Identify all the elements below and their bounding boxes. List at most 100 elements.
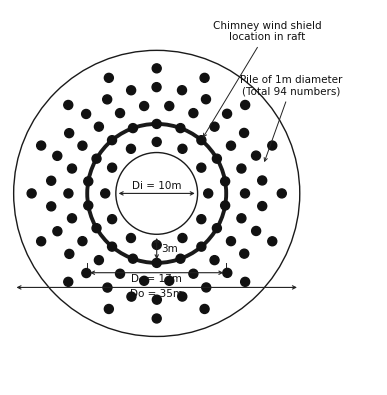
Circle shape bbox=[252, 226, 260, 235]
Circle shape bbox=[252, 151, 260, 160]
Circle shape bbox=[127, 144, 135, 153]
Circle shape bbox=[258, 201, 267, 211]
Circle shape bbox=[241, 100, 250, 109]
Circle shape bbox=[92, 224, 101, 233]
Circle shape bbox=[237, 214, 246, 223]
Circle shape bbox=[152, 258, 161, 267]
Circle shape bbox=[226, 141, 235, 150]
Circle shape bbox=[223, 109, 231, 118]
Circle shape bbox=[204, 189, 213, 198]
Circle shape bbox=[65, 129, 74, 137]
Circle shape bbox=[37, 237, 46, 246]
Circle shape bbox=[82, 269, 91, 278]
Circle shape bbox=[197, 163, 206, 172]
Circle shape bbox=[152, 137, 161, 147]
Circle shape bbox=[127, 233, 135, 243]
Circle shape bbox=[202, 95, 211, 104]
Circle shape bbox=[202, 283, 211, 292]
Circle shape bbox=[240, 128, 248, 137]
Circle shape bbox=[152, 83, 161, 92]
Text: Chimney wind shield
location in raft: Chimney wind shield location in raft bbox=[204, 21, 321, 137]
Circle shape bbox=[64, 189, 73, 198]
Circle shape bbox=[210, 256, 219, 265]
Circle shape bbox=[165, 102, 174, 111]
Circle shape bbox=[268, 141, 277, 150]
Circle shape bbox=[92, 154, 101, 163]
Circle shape bbox=[212, 224, 221, 233]
Circle shape bbox=[47, 202, 56, 211]
Circle shape bbox=[200, 73, 209, 82]
Circle shape bbox=[65, 249, 74, 258]
Circle shape bbox=[152, 119, 161, 128]
Circle shape bbox=[152, 241, 161, 249]
Circle shape bbox=[64, 277, 73, 286]
Circle shape bbox=[152, 295, 161, 304]
Circle shape bbox=[240, 249, 249, 258]
Circle shape bbox=[140, 276, 149, 285]
Text: Do = 35m: Do = 35m bbox=[130, 289, 183, 299]
Circle shape bbox=[237, 164, 246, 173]
Circle shape bbox=[240, 189, 250, 198]
Circle shape bbox=[197, 242, 206, 251]
Circle shape bbox=[210, 122, 219, 131]
Circle shape bbox=[178, 292, 187, 301]
Circle shape bbox=[221, 201, 229, 210]
Circle shape bbox=[128, 254, 137, 263]
Circle shape bbox=[189, 109, 198, 118]
Circle shape bbox=[53, 151, 62, 160]
Circle shape bbox=[176, 254, 185, 263]
Circle shape bbox=[268, 237, 277, 246]
Circle shape bbox=[108, 163, 116, 172]
Circle shape bbox=[116, 269, 125, 278]
Circle shape bbox=[165, 276, 174, 285]
Circle shape bbox=[108, 214, 116, 224]
Circle shape bbox=[277, 189, 286, 198]
Text: Pile of 1m diameter
(Total 94 numbers): Pile of 1m diameter (Total 94 numbers) bbox=[240, 75, 343, 161]
Circle shape bbox=[47, 176, 56, 185]
Circle shape bbox=[84, 177, 93, 186]
Circle shape bbox=[67, 214, 77, 223]
Circle shape bbox=[101, 189, 110, 198]
Circle shape bbox=[127, 86, 135, 95]
Circle shape bbox=[152, 314, 161, 323]
Circle shape bbox=[67, 164, 77, 173]
Text: Di = 10m: Di = 10m bbox=[132, 181, 182, 190]
Circle shape bbox=[223, 268, 232, 277]
Circle shape bbox=[108, 242, 116, 251]
Circle shape bbox=[197, 214, 206, 224]
Circle shape bbox=[94, 122, 103, 131]
Circle shape bbox=[178, 144, 187, 153]
Circle shape bbox=[152, 64, 161, 73]
Circle shape bbox=[104, 73, 113, 82]
Circle shape bbox=[241, 277, 250, 286]
Circle shape bbox=[128, 124, 137, 133]
Circle shape bbox=[84, 201, 93, 210]
Circle shape bbox=[258, 176, 267, 185]
Circle shape bbox=[140, 102, 149, 111]
Circle shape bbox=[226, 237, 235, 246]
Circle shape bbox=[221, 177, 229, 186]
Circle shape bbox=[108, 136, 116, 145]
Circle shape bbox=[103, 95, 112, 104]
Circle shape bbox=[82, 109, 91, 118]
Circle shape bbox=[197, 136, 206, 145]
Circle shape bbox=[178, 233, 187, 243]
Circle shape bbox=[200, 305, 209, 314]
Circle shape bbox=[78, 237, 87, 246]
Circle shape bbox=[94, 256, 103, 265]
Text: 3m: 3m bbox=[161, 244, 178, 254]
Text: Dₕ = 17m: Dₕ = 17m bbox=[131, 275, 182, 284]
Circle shape bbox=[178, 86, 187, 95]
Circle shape bbox=[212, 154, 221, 163]
Circle shape bbox=[103, 283, 112, 292]
Circle shape bbox=[127, 292, 136, 301]
Circle shape bbox=[37, 141, 46, 150]
Circle shape bbox=[176, 124, 185, 133]
Circle shape bbox=[64, 100, 73, 109]
Circle shape bbox=[104, 305, 113, 314]
Circle shape bbox=[27, 189, 36, 198]
Circle shape bbox=[189, 269, 198, 278]
Circle shape bbox=[53, 227, 62, 236]
Circle shape bbox=[78, 141, 87, 150]
Circle shape bbox=[116, 109, 125, 118]
